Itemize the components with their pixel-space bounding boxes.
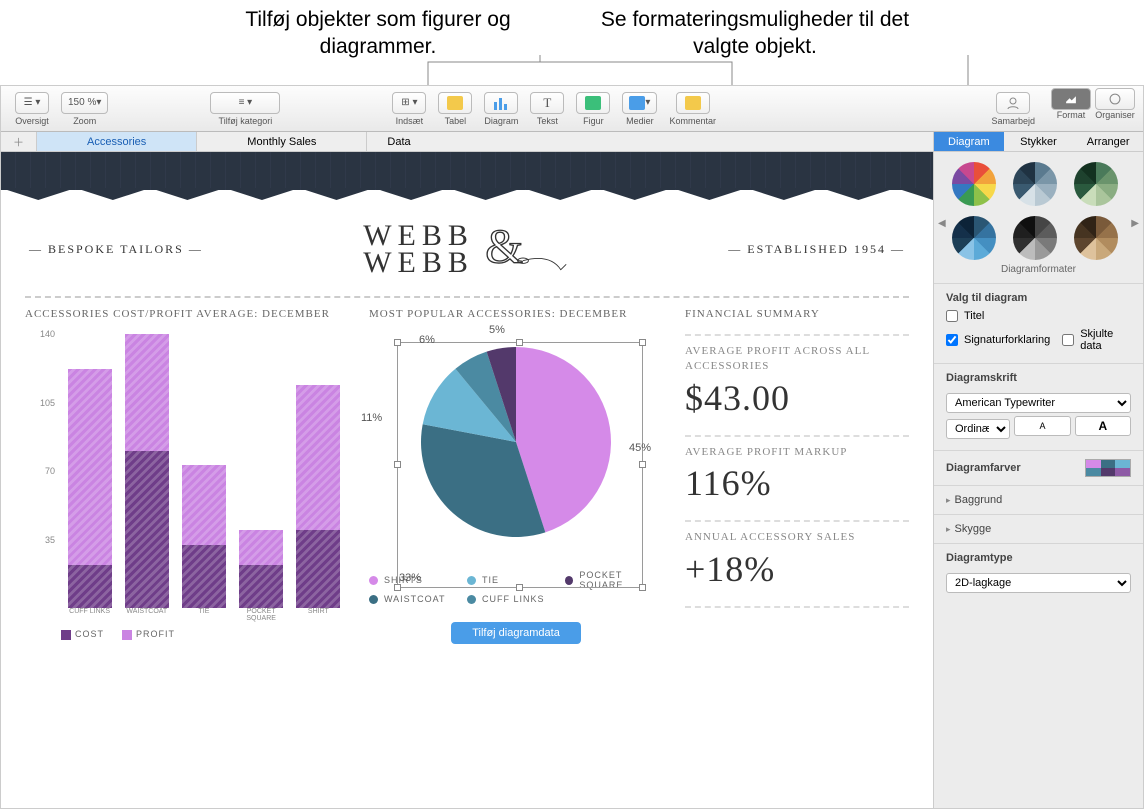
chart-style-option[interactable] (1013, 216, 1057, 260)
collaborate-button[interactable] (996, 92, 1030, 114)
canvas[interactable]: — BESPOKE TAILORS — WEBB WEBB & — ESTABL… (1, 152, 933, 808)
styles-label: Diagramformater (934, 264, 1143, 283)
bar-chart-title: ACCESSORIES COST/PROFIT AVERAGE: DECEMBE… (25, 308, 347, 320)
media-button[interactable]: ▾ (622, 92, 657, 114)
font-smaller-button[interactable]: A (1014, 416, 1070, 436)
shadow-disclosure[interactable]: Skygge (946, 523, 1131, 535)
add-chart-data-button[interactable]: Tilføj diagramdata (451, 622, 581, 644)
logo: WEBB WEBB & (363, 214, 568, 284)
inspector-tab-slices[interactable]: Stykker (1004, 132, 1074, 152)
background-disclosure[interactable]: Baggrund (946, 494, 1131, 506)
chart-button[interactable] (484, 92, 518, 114)
insert-button[interactable]: ⊞ ▾ (392, 92, 426, 114)
chart-style-option[interactable] (1013, 162, 1057, 206)
table-button[interactable] (438, 92, 472, 114)
text-button[interactable]: T (530, 92, 564, 114)
pie-chart-title: MOST POPULAR ACCESSORIES: DECEMBER (369, 308, 663, 320)
title-checkbox[interactable]: Titel (946, 310, 1131, 322)
chart-style-option[interactable] (952, 162, 996, 206)
callout-left: Tilføj objekter som figurer og diagramme… (222, 6, 534, 61)
font-family-select[interactable]: American Typewriter (946, 393, 1131, 413)
add-category-button[interactable]: ≡ ▾ (210, 92, 280, 114)
inspector-tab-diagram[interactable]: Diagram (934, 132, 1004, 152)
font-weight-select[interactable]: Ordinær (946, 419, 1010, 439)
header-left: — BESPOKE TAILORS — (29, 242, 203, 257)
options-heading: Valg til diagram (946, 292, 1131, 304)
inspector-tab-arrange[interactable]: Arranger (1073, 132, 1143, 152)
chart-style-option[interactable] (952, 216, 996, 260)
chart-style-option[interactable] (1074, 216, 1118, 260)
format-button[interactable]: Format (1051, 88, 1091, 120)
add-sheet-button[interactable]: ＋ (1, 132, 37, 151)
colors-heading: Diagramfarver (946, 462, 1021, 474)
pie-chart[interactable]: 45%33%11%6%5% SHIRTSTIEPOCKET SQUAREWAIS… (369, 342, 663, 644)
view-button[interactable]: ☰ ▾ (15, 92, 49, 114)
denim-header (1, 152, 933, 190)
chart-style-option[interactable] (1074, 162, 1118, 206)
sheet-tab-accessories[interactable]: Accessories (37, 132, 197, 151)
chart-colors-button[interactable] (1085, 459, 1131, 477)
shape-button[interactable] (576, 92, 610, 114)
callout-right: Se formateringsmuligheder til det valgte… (570, 6, 940, 61)
type-heading: Diagramtype (946, 552, 1131, 564)
comment-button[interactable] (676, 92, 710, 114)
hidden-data-checkbox[interactable]: Skjulte data (1062, 328, 1131, 352)
organise-button[interactable]: Organiser (1095, 88, 1135, 120)
financial-title: FINANCIAL SUMMARY (685, 308, 909, 320)
sheet-tab-monthly-sales[interactable]: Monthly Sales (197, 132, 367, 151)
chart-styles-grid (934, 152, 1143, 264)
header-right: — ESTABLISHED 1954 — (728, 242, 905, 257)
inspector: Diagram Stykker Arranger ◀ ▶ Diagramform… (933, 132, 1143, 808)
zoom-select[interactable]: 150 % ▾ (61, 92, 108, 114)
app-window: Format Organiser ☰ ▾ Oversigt 150 % ▾ Zo… (0, 85, 1144, 809)
legend-checkbox[interactable]: Signaturforklaring (946, 328, 1050, 352)
chart-type-select[interactable]: 2D-lagkage (946, 573, 1131, 593)
bar-chart: 1401057035 CUFF LINKSWAISTCOATTIEPOCKET … (25, 334, 347, 634)
font-heading: Diagramskrift (946, 372, 1131, 384)
toolbar: ☰ ▾ Oversigt 150 % ▾ Zoom ≡ ▾ Tilføj kat… (1, 86, 1143, 132)
font-larger-button[interactable]: A (1075, 416, 1131, 436)
svg-text:&: & (485, 220, 523, 274)
